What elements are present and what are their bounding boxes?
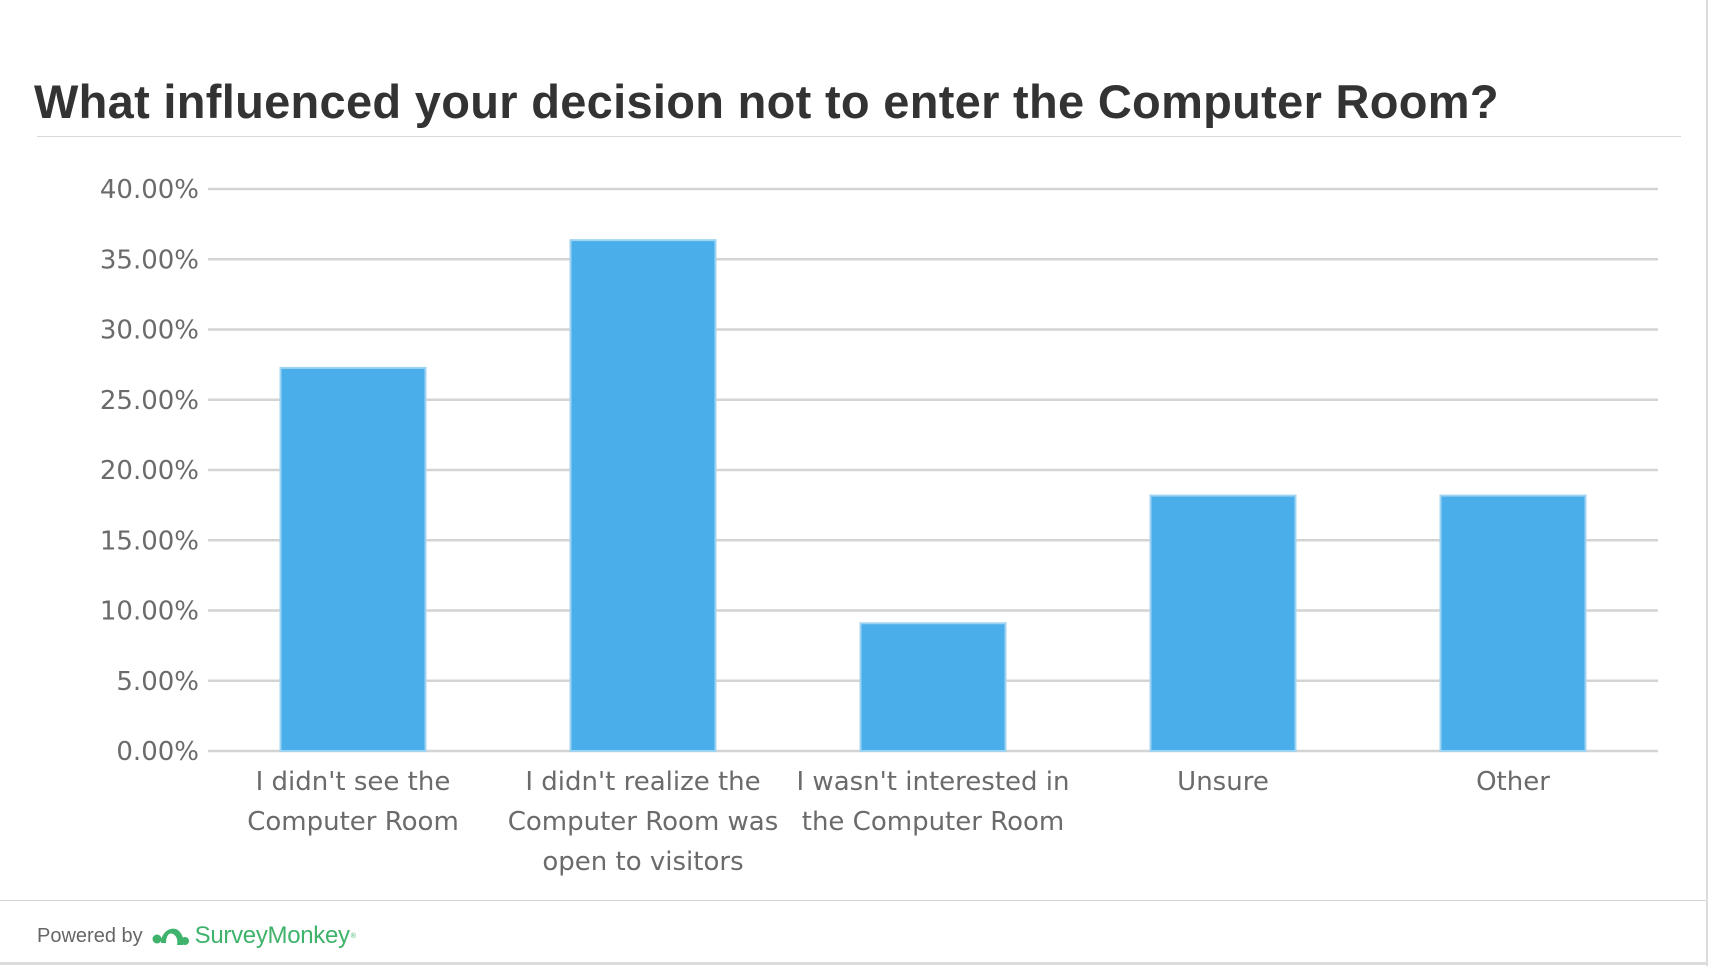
y-tick-label: 5.00% bbox=[116, 667, 199, 697]
brand-registered-mark: ® bbox=[350, 932, 356, 940]
bars bbox=[279, 239, 1587, 753]
y-tick-label: 15.00% bbox=[100, 526, 199, 556]
bar bbox=[1149, 494, 1297, 753]
x-axis-category-labels: I didn't see the Computer Room I didn't re… bbox=[247, 767, 1550, 877]
y-tick-label: 40.00% bbox=[100, 175, 199, 205]
footer: Powered by SurveyMonkey ® bbox=[37, 916, 356, 956]
x-category-label: I didn't realize the bbox=[525, 767, 760, 797]
bar bbox=[1439, 494, 1587, 753]
bar-chart: 0.00% 5.00% 10.00% 15.00% 20.00% 25.00% 30.00%… bbox=[100, 175, 1658, 877]
x-category-label: Unsure bbox=[1177, 767, 1269, 797]
y-tick-label: 20.00% bbox=[100, 456, 199, 486]
y-tick-label: 30.00% bbox=[100, 316, 199, 346]
powered-by-text: Powered by bbox=[37, 924, 143, 947]
bar bbox=[859, 622, 1007, 753]
x-category-label: open to visitors bbox=[542, 847, 743, 877]
y-axis-tick-labels: 0.00% 5.00% 10.00% 15.00% 20.00% 25.00% 30.00%… bbox=[100, 175, 199, 767]
x-category-label: I wasn't interested in bbox=[797, 767, 1070, 797]
footer-divider bbox=[0, 900, 1706, 901]
surveymonkey-logo-icon bbox=[152, 928, 189, 945]
y-tick-label: 10.00% bbox=[100, 597, 199, 627]
y-tick-label: 0.00% bbox=[116, 737, 199, 767]
y-tick-label: 25.00% bbox=[100, 386, 199, 416]
x-category-label: I didn't see the bbox=[256, 767, 451, 797]
page-bottom-border bbox=[0, 962, 1706, 965]
brand-name: SurveyMonkey bbox=[194, 922, 350, 949]
chart-title: What influenced your decision not to ent… bbox=[34, 75, 1499, 128]
page-right-border bbox=[1706, 0, 1708, 966]
x-category-label: Computer Room bbox=[247, 807, 459, 837]
y-tick-label: 35.00% bbox=[100, 245, 199, 275]
bar bbox=[569, 239, 717, 752]
x-category-label: the Computer Room bbox=[802, 807, 1065, 837]
x-category-label: Computer Room was bbox=[508, 807, 779, 837]
x-category-label: Other bbox=[1476, 767, 1550, 797]
bar bbox=[279, 366, 427, 752]
title-divider bbox=[37, 136, 1681, 137]
